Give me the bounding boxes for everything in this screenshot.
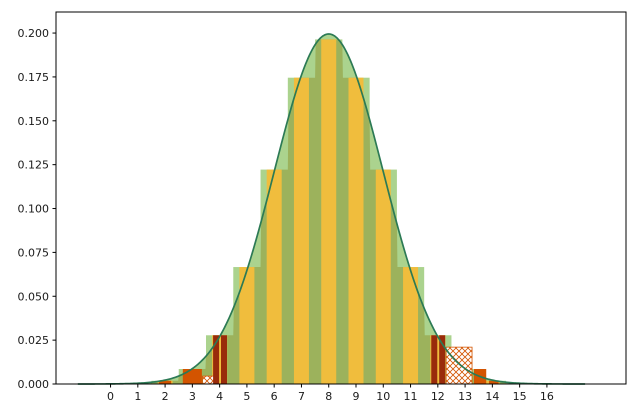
y-tick-label: 0.100 — [18, 203, 50, 216]
normal-curve — [77, 33, 586, 385]
x-tick-label: 16 — [540, 390, 554, 403]
tail-dark-bar — [213, 335, 220, 384]
pmf-gold-bar — [375, 169, 391, 384]
x-tick-label: 5 — [243, 390, 250, 403]
x-tick-label: 9 — [353, 390, 360, 403]
y-tick-label: 0.075 — [18, 246, 50, 259]
x-tick-label: 6 — [271, 390, 278, 403]
x-tick-label: 3 — [189, 390, 196, 403]
pmf-gold-bar — [266, 169, 282, 384]
x-tick-label: 7 — [298, 390, 305, 403]
y-tick-label: 0.000 — [18, 378, 50, 391]
y-tick-label: 0.025 — [18, 334, 50, 347]
x-tick-label: 12 — [431, 390, 445, 403]
pmf-gold-bar — [239, 267, 255, 384]
x-tick-label: 14 — [485, 390, 499, 403]
y-tick-label: 0.200 — [18, 27, 50, 40]
tail-dark-bar — [439, 335, 446, 384]
x-tick-label: 8 — [325, 390, 332, 403]
tail-dark-bar — [431, 335, 438, 384]
x-tick-label: 10 — [376, 390, 390, 403]
tail-solid-bar — [158, 380, 172, 384]
pmf-gold-bar — [403, 267, 419, 384]
x-tick-label: 1 — [134, 390, 141, 403]
x-tick-label: 4 — [216, 390, 223, 403]
x-tick-label: 15 — [513, 390, 527, 403]
pmf-gold-bar — [348, 77, 364, 384]
y-tick-label: 0.050 — [18, 290, 50, 303]
pmf-gold-bar — [293, 77, 309, 384]
tail-hatched-bar — [445, 346, 473, 385]
y-tick-label: 0.125 — [18, 159, 50, 172]
x-tick-label: 0 — [107, 390, 114, 403]
y-tick-label: 0.175 — [18, 71, 50, 84]
axes-frame — [55, 11, 627, 385]
x-tick-label: 2 — [162, 390, 169, 403]
y-tick-label: 0.150 — [18, 115, 50, 128]
tail-solid-bar — [182, 369, 202, 384]
x-tick-label: 13 — [458, 390, 472, 403]
tail-solid-bar — [488, 380, 499, 384]
tail-hatched-bar — [202, 375, 216, 385]
x-tick-label: 11 — [404, 390, 418, 403]
tail-dark-bar — [221, 335, 227, 384]
pmf-gold-bar — [321, 39, 337, 385]
